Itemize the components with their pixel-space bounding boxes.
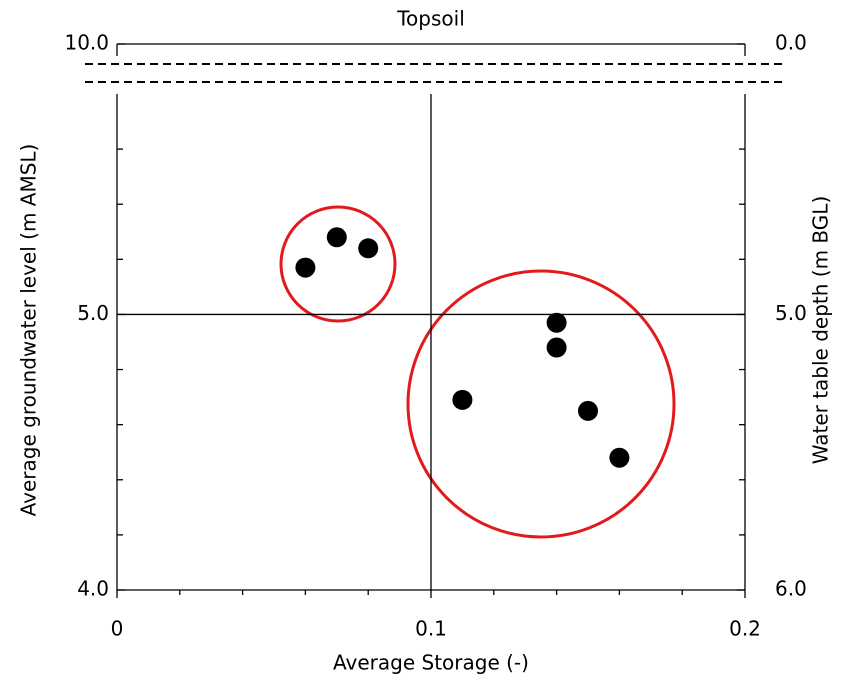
x-axis-label: Average Storage (-) <box>333 651 529 675</box>
y-tick-label: 10.0 <box>64 31 109 55</box>
point <box>452 389 473 410</box>
point <box>546 312 567 333</box>
point <box>358 238 379 259</box>
y2-tick-label: 0.0 <box>775 31 807 55</box>
point <box>295 257 316 278</box>
cluster-circle <box>406 269 676 539</box>
y-axis-label: Average groundwater level (m AMSL) <box>17 144 41 517</box>
x-tick-label: 0 <box>111 617 124 641</box>
y2-axis-label: Water table depth (m BGL) <box>809 196 833 465</box>
chart-title: Topsoil <box>396 7 465 31</box>
y-tick-label: 4.0 <box>77 577 109 601</box>
y2-tick-label: 5.0 <box>775 301 807 325</box>
point <box>326 227 347 248</box>
cluster-circle <box>279 205 397 323</box>
point <box>578 400 598 421</box>
x-tick-label: 0.1 <box>415 617 447 641</box>
point <box>609 447 630 468</box>
y-tick-label: 5.0 <box>77 301 109 325</box>
point <box>546 337 567 358</box>
y2-tick-label: 6.0 <box>775 577 807 601</box>
x-tick-label: 0.2 <box>729 617 761 641</box>
